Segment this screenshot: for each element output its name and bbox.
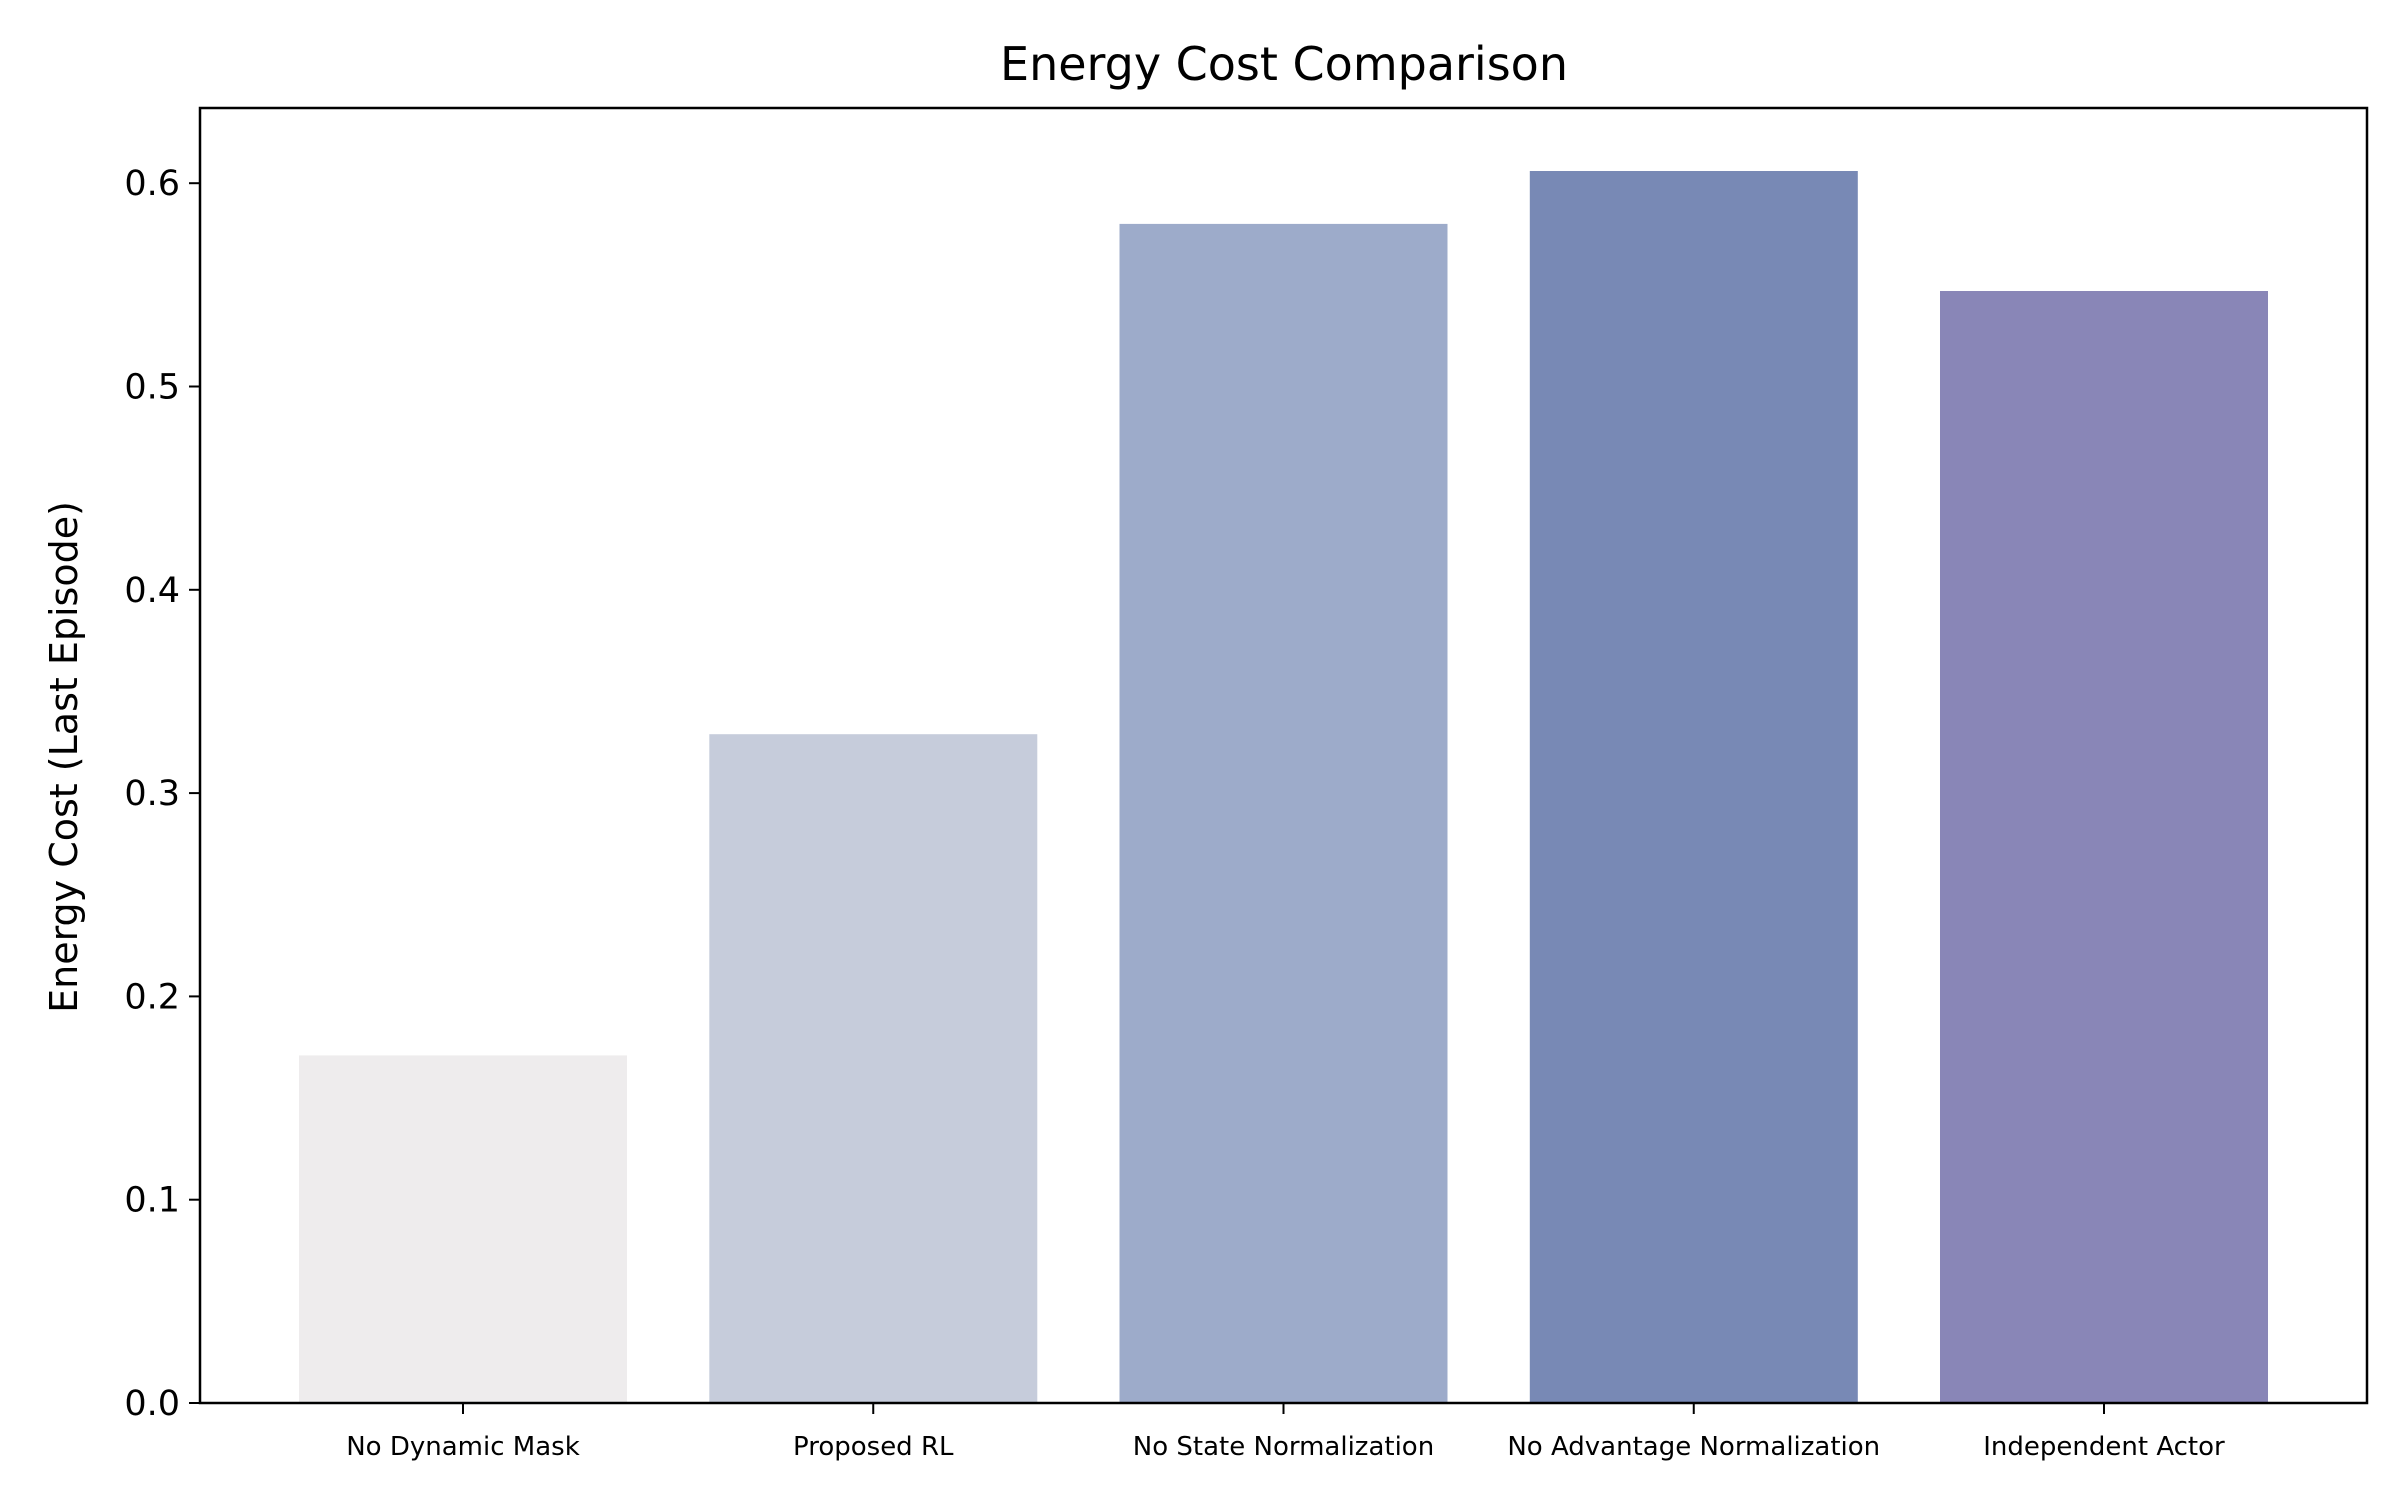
- y-axis-ticks: 0.0 0.1 0.2 0.3 0.4 0.5 0.6: [124, 164, 200, 1424]
- y-tick-label: 0.6: [124, 164, 180, 204]
- x-tick-label: No Dynamic Mask: [346, 1432, 580, 1462]
- x-tick-label: Independent Actor: [1983, 1432, 2225, 1462]
- y-tick-label: 0.5: [124, 368, 180, 408]
- chart-title: Energy Cost Comparison: [1000, 37, 1568, 91]
- plot-area-frame: [198, 106, 2369, 1405]
- bar: [709, 734, 1038, 1403]
- x-axis-ticks: No Dynamic Mask Proposed RL No State Norma…: [346, 1403, 2225, 1462]
- y-tick-label: 0.0: [124, 1384, 180, 1424]
- y-axis-label: Energy Cost (Last Episode): [42, 501, 86, 1013]
- y-tick-label: 0.3: [124, 774, 180, 814]
- bar: [1119, 223, 1448, 1403]
- bar: [1529, 171, 1858, 1403]
- y-tick-label: 0.2: [124, 977, 180, 1017]
- x-tick-label: No State Normalization: [1133, 1432, 1434, 1462]
- x-tick-label: Proposed RL: [793, 1432, 954, 1462]
- bars-group: [299, 171, 2268, 1403]
- bar: [299, 1055, 627, 1403]
- bar: [1940, 291, 2268, 1403]
- y-tick-label: 0.1: [124, 1181, 180, 1221]
- y-tick-label: 0.4: [124, 571, 180, 611]
- x-tick-label: No Advantage Normalization: [1507, 1432, 1880, 1462]
